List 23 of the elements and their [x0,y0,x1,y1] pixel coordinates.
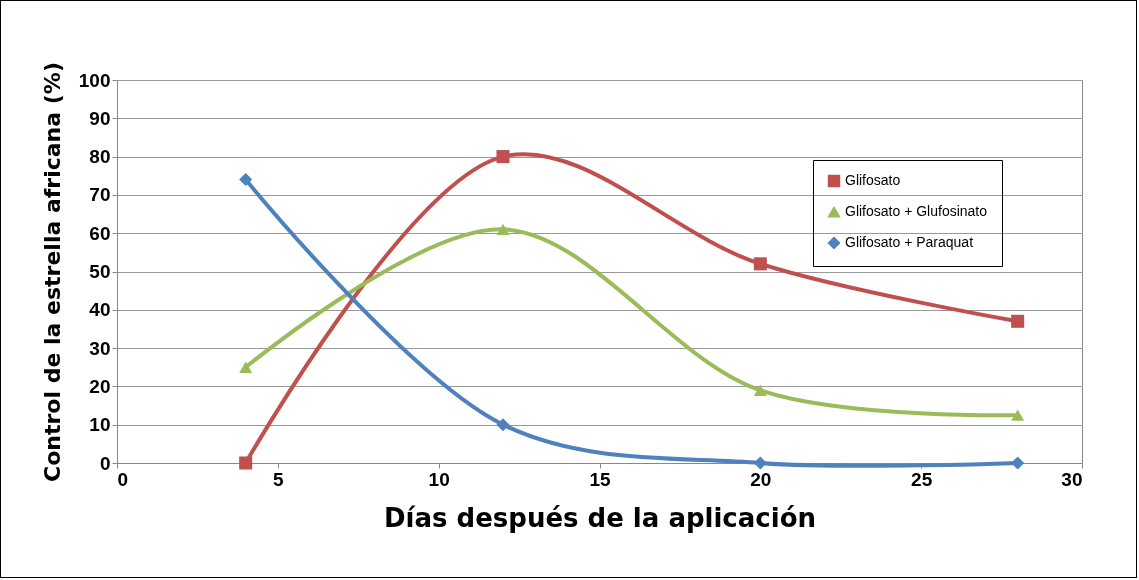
x-tick-label: 30 [1061,468,1083,490]
y-tick-label: 60 [89,222,111,244]
y-tick-label: 70 [89,184,111,206]
x-tick-label: 20 [750,468,772,490]
y-tick-label: 30 [89,337,111,359]
legend-label: Glifosato [845,172,901,188]
y-tick-label: 20 [89,375,111,397]
y-axis-title: Control de la estrella africana (%) [39,62,65,482]
y-tick-label: 10 [89,414,111,436]
x-tick-label: 10 [428,468,450,490]
legend-label: Glifosato + Paraquat [845,234,974,250]
y-tick-label: 90 [89,107,111,129]
x-tick-label: 15 [589,468,611,490]
x-tick-label: 25 [911,468,933,490]
legend-label: Glifosato + Glufosinato [845,203,988,219]
y-tick-label: 50 [89,261,111,282]
y-tick-label: 40 [89,299,111,321]
x-tick-label: 0 [117,468,129,490]
y-tick-label: 0 [99,452,111,474]
y-tick-label: 100 [78,69,111,91]
x-axis-title: Días después de la aplicación [383,502,817,533]
x-tick-label: 5 [273,468,285,490]
y-tick-label: 80 [89,146,111,168]
